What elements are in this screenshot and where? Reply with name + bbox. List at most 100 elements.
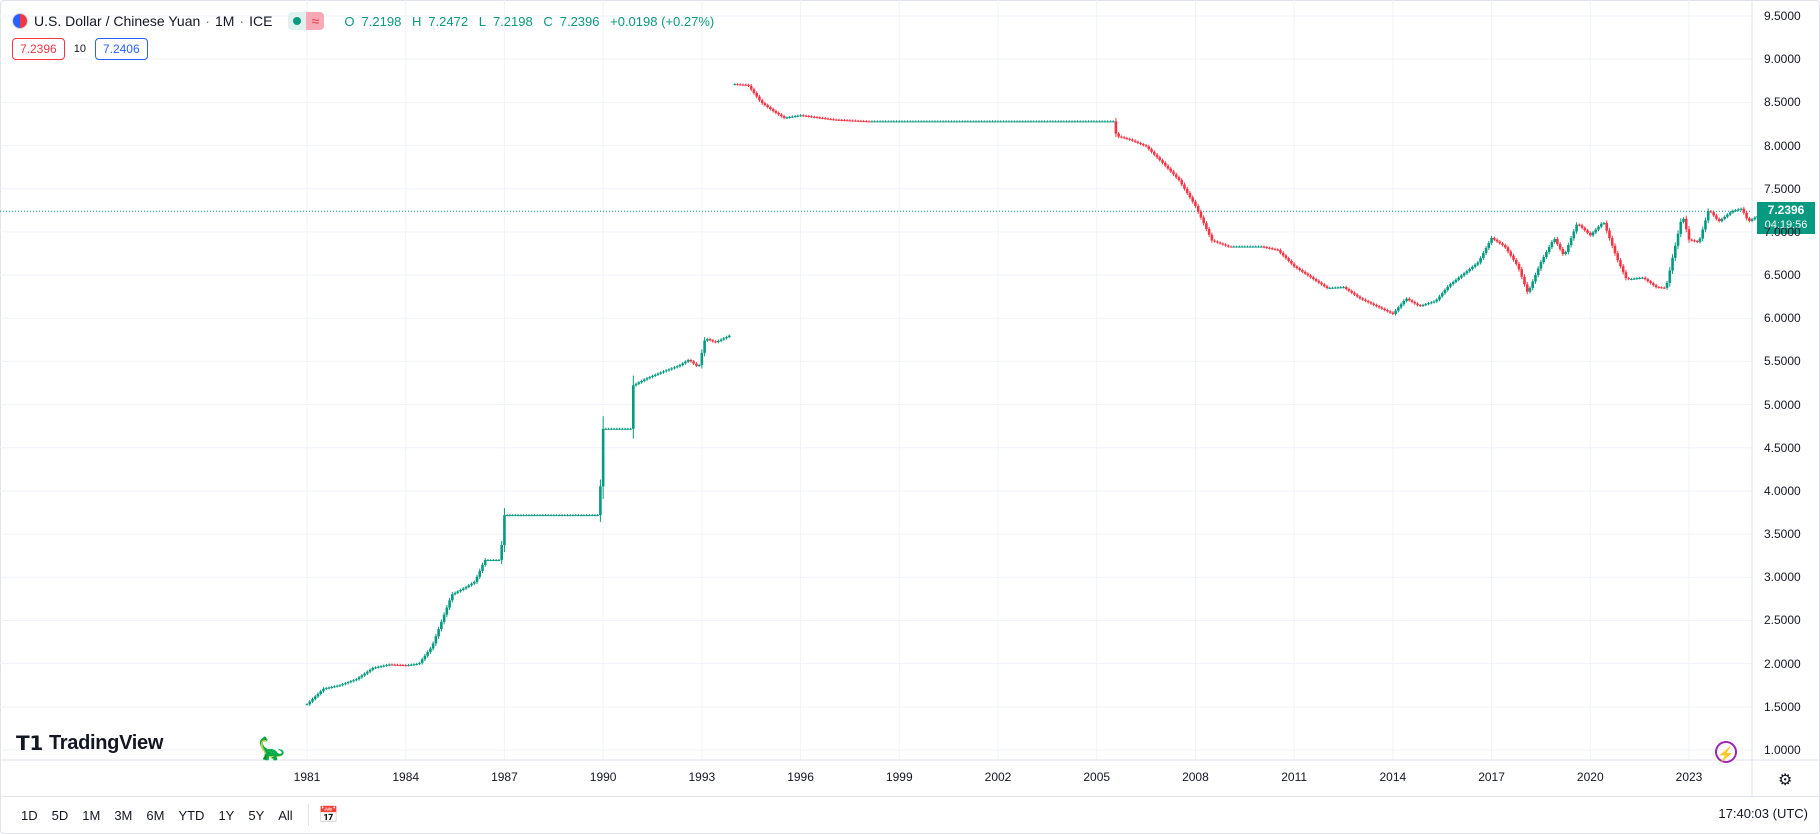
range-ytd-button[interactable]: YTD — [178, 807, 205, 823]
candle — [1528, 288, 1532, 292]
sell-button[interactable]: 7.2396 — [12, 38, 65, 60]
candle — [972, 121, 975, 123]
candle — [840, 119, 844, 121]
range-1y-button[interactable]: 1Y — [218, 807, 235, 823]
candle — [714, 341, 717, 343]
candle — [456, 591, 460, 593]
candle — [1213, 240, 1216, 242]
candle — [829, 118, 833, 120]
candle — [1136, 141, 1140, 143]
symbol-title[interactable]: U.S. Dollar / Chinese Yuan — [34, 13, 201, 29]
candle — [826, 118, 830, 120]
candle — [415, 663, 418, 665]
candle — [330, 686, 333, 688]
symbol-legend[interactable]: U.S. Dollar / Chinese Yuan · 1M · ICE ≈ … — [12, 10, 721, 32]
y-tick-label: 1.5000 — [1764, 699, 1801, 714]
candle — [727, 335, 731, 337]
candle — [1676, 233, 1680, 246]
range-all-button[interactable]: All — [278, 807, 293, 823]
candle — [700, 352, 704, 366]
candle — [1122, 137, 1126, 139]
candle — [544, 515, 547, 517]
range-1m-button[interactable]: 1M — [82, 807, 101, 823]
candle — [771, 109, 775, 112]
ohlc-high-key: H — [411, 13, 422, 29]
candle — [766, 105, 769, 108]
trade-quotes: 7.2396 10 7.2406 — [12, 38, 148, 60]
candle — [1594, 229, 1598, 233]
market-status[interactable]: ≈ — [288, 12, 325, 30]
candle — [796, 115, 800, 117]
gear-icon[interactable]: ⚙ — [1778, 772, 1793, 789]
y-tick-label: 1.0000 — [1764, 743, 1801, 757]
candle — [785, 117, 789, 119]
y-tick-label: 5.5000 — [1764, 354, 1801, 369]
candle — [1487, 242, 1491, 249]
candle — [1026, 121, 1030, 123]
candle — [651, 375, 654, 378]
candle — [1081, 121, 1085, 123]
candle — [854, 120, 857, 122]
candle — [1290, 260, 1293, 264]
candle — [1550, 241, 1554, 247]
lightning-icon[interactable]: ⚡ — [1715, 741, 1737, 763]
bottom-toolbar: 1D 5D 1M 3M 6M YTD 1Y 5Y All 📅 17:40:03 … — [0, 796, 1820, 833]
bar-countdown: 04:19:56 — [1764, 219, 1808, 231]
candle — [590, 515, 594, 517]
candle — [525, 515, 528, 517]
y-tick-label: 7.5000 — [1764, 181, 1801, 196]
buy-button[interactable]: 7.2406 — [94, 38, 148, 60]
candle — [1218, 242, 1222, 244]
candle — [371, 667, 375, 670]
candle — [338, 685, 342, 687]
candle — [610, 428, 613, 430]
candle — [486, 560, 490, 562]
tradingview-logo[interactable]: 𝗧𝟭 TradingView — [16, 731, 163, 756]
range-1d-button[interactable]: 1D — [21, 807, 38, 823]
x-tick-label: 2023 — [1675, 770, 1703, 784]
candle — [747, 84, 750, 86]
candle — [461, 588, 465, 590]
candle — [1564, 251, 1567, 255]
range-5d-button[interactable]: 5D — [51, 807, 69, 823]
candle — [355, 679, 358, 681]
candle — [599, 486, 602, 516]
utc-clock[interactable]: 17:40:03 (UTC) — [1718, 806, 1808, 821]
calendar-goto-icon[interactable]: 📅 — [318, 807, 339, 824]
candle — [741, 84, 745, 86]
spread-label: 10 — [73, 43, 86, 55]
candle — [1750, 219, 1754, 221]
x-tick-label: 2005 — [1083, 770, 1111, 784]
candle — [1270, 248, 1274, 250]
candle — [341, 684, 344, 686]
range-5y-button[interactable]: 5Y — [248, 807, 265, 823]
candle — [500, 545, 503, 561]
range-6m-button[interactable]: 6M — [146, 807, 165, 823]
candle — [437, 629, 440, 637]
candle — [585, 515, 588, 517]
candle — [966, 121, 970, 123]
candle — [1468, 269, 1471, 272]
candle — [961, 121, 964, 123]
candle — [1446, 286, 1449, 290]
candle — [1578, 224, 1581, 226]
candle — [1652, 283, 1655, 286]
candle — [1010, 121, 1014, 123]
ohlc-low-key: L — [478, 13, 486, 29]
range-3m-button[interactable]: 3M — [114, 807, 133, 823]
interval-label[interactable]: 1M — [214, 13, 235, 29]
candle — [944, 121, 948, 123]
candle — [645, 378, 649, 380]
candle — [552, 515, 556, 517]
candle — [522, 515, 525, 517]
x-tick-label: 2011 — [1281, 770, 1308, 784]
candle — [1418, 305, 1422, 307]
candle — [1671, 257, 1674, 271]
candle — [626, 428, 630, 430]
candle — [823, 118, 827, 120]
x-tick-label: 1984 — [392, 770, 420, 784]
candle — [1545, 252, 1548, 258]
candle — [977, 121, 981, 123]
x-tick-label: 1996 — [787, 770, 814, 784]
